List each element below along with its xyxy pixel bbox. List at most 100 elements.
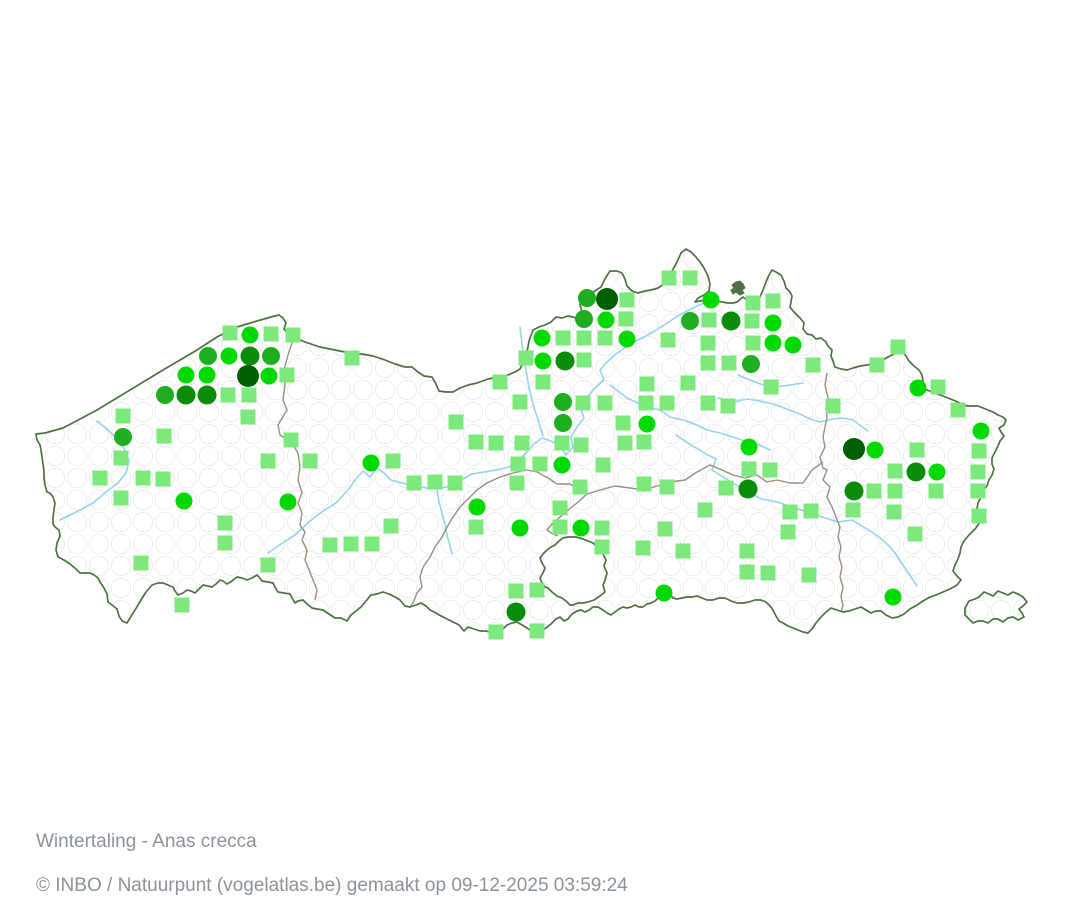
marker-square [700,335,716,351]
marker-square [745,335,761,351]
marker-square [890,339,906,355]
marker-square [675,543,691,559]
marker-square [638,395,654,411]
marker-square [555,330,571,346]
marker-circle [197,385,217,405]
marker-square [635,540,651,556]
marker-square [572,479,588,495]
marker-square [597,395,613,411]
marker-square [263,326,279,342]
marker-square [302,453,318,469]
marker-square [618,311,634,327]
marker-circle [738,479,758,499]
marker-square [866,483,882,499]
marker-circle [784,336,802,354]
marker-square [745,295,761,311]
marker-square [762,462,778,478]
marker-square [156,428,172,444]
marker-square [595,457,611,473]
marker-circle [220,347,238,365]
marker-circle [702,291,720,309]
marker-square [383,518,399,534]
marker-square [886,504,902,520]
marker-square [700,395,716,411]
marker-square [971,443,987,459]
marker-square [615,415,631,431]
marker-circle [572,519,590,537]
species-title: Wintertaling - Anas crecca [36,831,257,852]
marker-circle [241,326,259,344]
marker-square [113,450,129,466]
marker-circle [198,366,216,384]
marker-square [950,402,966,418]
marker-square [508,583,524,599]
province-border [586,461,824,495]
distribution-map [35,248,1028,640]
marker-square [720,398,736,414]
marker-square [782,504,798,520]
marker-square [285,327,301,343]
province-border [277,339,318,601]
marker-square [928,483,944,499]
marker-square [427,474,443,490]
marker-square [659,479,675,495]
marker-square [909,442,925,458]
marker-square [529,623,545,639]
marker-circle [511,519,529,537]
marker-square [488,435,504,451]
copyright-line: © INBO / Natuurpunt (vogelatlas.be) gema… [36,875,628,896]
marker-circle [533,329,551,347]
marker-square [217,535,233,551]
river [436,489,453,555]
marker-circle [843,438,865,460]
marker-square [552,500,568,516]
marker-square [512,394,528,410]
marker-circle [554,414,572,432]
marker-square [930,379,946,395]
marker-square [718,480,734,496]
marker-square [700,355,716,371]
marker-square [594,539,610,555]
marker-square [739,564,755,580]
marker-square [721,355,737,371]
marker-square [240,409,256,425]
marker-circle [721,311,741,331]
marker-square [535,374,551,390]
marker-circle [554,393,572,411]
marker-square [279,367,295,383]
marker-square [869,357,885,373]
marker-circle [468,498,486,516]
marker-circle [578,289,596,307]
marker-square [573,437,589,453]
marker-square [135,470,151,486]
marker-circle [596,288,618,310]
marker-square [554,435,570,451]
marker-square [619,292,635,308]
marker-square [220,387,236,403]
marker-square [468,519,484,535]
marker-circle [884,588,902,606]
marker-circle [928,463,946,481]
marker-square [468,434,484,450]
marker-circle [866,441,884,459]
marker-circle [764,334,782,352]
marker-circle [534,352,552,370]
marker-circle [279,493,297,511]
marker-circle [638,415,656,433]
marker-circle [742,355,760,373]
marker-square [741,461,757,477]
marker-square [744,313,760,329]
marker-square [385,453,401,469]
marker-square [509,475,525,491]
marker-square [344,350,360,366]
marker-square [636,476,652,492]
marker-square [113,490,129,506]
marker-circle [764,314,782,332]
marker-square [448,414,464,430]
marker-square [657,521,673,537]
marker-circle [909,379,927,397]
marker-circle [740,438,758,456]
marker-square [576,352,592,368]
marker-square [907,526,923,542]
